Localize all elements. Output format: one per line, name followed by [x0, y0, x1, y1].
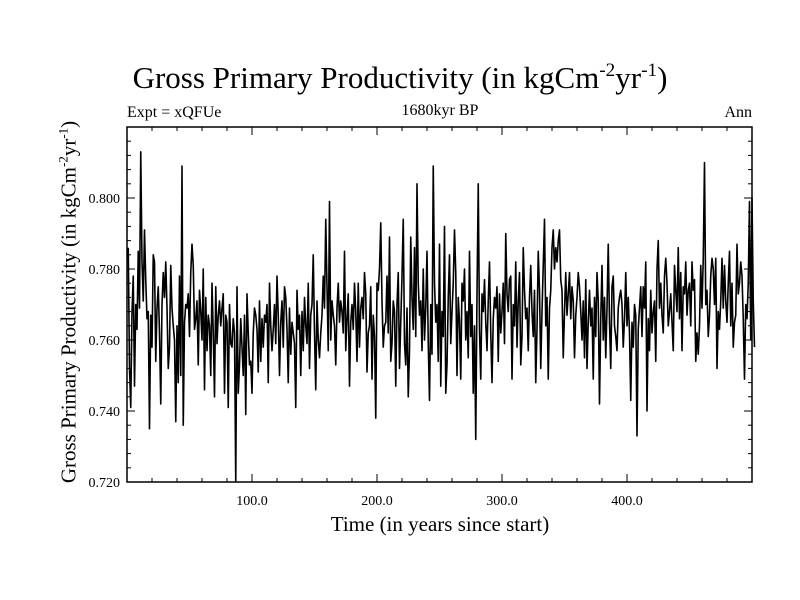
y-tick-label: 0.780: [89, 263, 121, 278]
tick-labels: 100.0 200.0 300.0 400.0 0.720 0.740 0.760 0.780…: [89, 192, 643, 509]
chart-title: Gross Primary Productivity (in kgCm-2yr-…: [132, 60, 668, 95]
y-tick-label: 0.740: [89, 405, 121, 420]
season-label: Ann: [724, 104, 752, 121]
y-tick-label: 0.800: [89, 192, 121, 207]
series-layer: [127, 151, 756, 483]
x-tick-label: 100.0: [236, 494, 268, 509]
x-tick-label: 400.0: [611, 494, 643, 509]
x-axis-label: Time (in years since start): [330, 512, 550, 536]
x-tick-label: 200.0: [361, 494, 393, 509]
series-line: [127, 151, 756, 483]
chart-subtitle: 1680kyr BP: [401, 102, 479, 119]
y-tick-label: 0.720: [89, 476, 121, 491]
x-tick-label: 300.0: [486, 494, 518, 509]
plot-frame: [126, 126, 753, 483]
experiment-label: Expt = xQFUe: [127, 104, 222, 121]
y-tick-label: 0.760: [89, 334, 121, 349]
y-axis-label: Gross Primary Productivity (in kgCm-2yr-…: [55, 120, 81, 484]
